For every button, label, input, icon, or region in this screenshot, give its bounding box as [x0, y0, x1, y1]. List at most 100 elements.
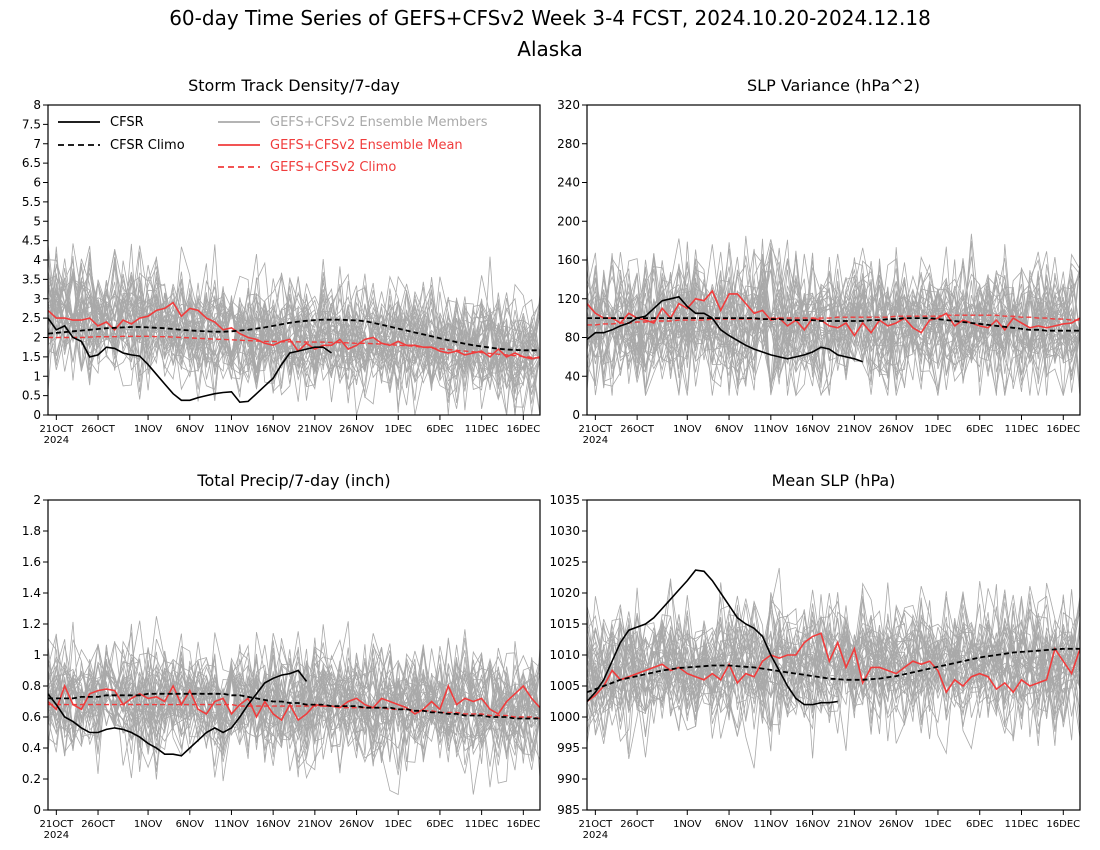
y-tick-label: 0 — [572, 408, 580, 422]
x-tick-label: 21OCT — [579, 424, 614, 435]
y-tick-label: 3.5 — [22, 272, 41, 286]
ensemble-member-line — [587, 244, 1080, 396]
x-tick-label: 1DEC — [385, 819, 412, 830]
y-tick-label: 0.6 — [22, 710, 41, 724]
x-tick-label: 1DEC — [924, 424, 951, 435]
y-tick-label: 40 — [565, 369, 580, 383]
y-tick-label: 1015 — [549, 617, 580, 631]
ensemble-member-line — [587, 611, 1080, 755]
y-tick-label: 1 — [33, 369, 41, 383]
ensemble-member-line — [48, 646, 540, 788]
cfsr-climo-line — [48, 318, 540, 352]
x-tick-label: 21OCT — [39, 424, 74, 435]
ensemble-member-line — [587, 589, 1080, 746]
x-tick-label: 16DEC — [1046, 424, 1080, 435]
plot-area — [587, 567, 1080, 769]
ensemble-members — [587, 567, 1080, 769]
x-tick-label: 11DEC — [465, 424, 499, 435]
ensemble-members — [48, 616, 540, 796]
legend-gefs-climo-label: GEFS+CFSv2 Climo — [270, 160, 396, 175]
x-tick-label: 6DEC — [426, 424, 453, 435]
x-year-label: 2024 — [44, 435, 69, 446]
y-tick-label: 1.8 — [22, 524, 41, 538]
x-tick-label: 21NOV — [837, 424, 872, 435]
gefs-climo-line — [587, 314, 1080, 326]
panel-title: Total Precip/7-day (inch) — [196, 471, 390, 490]
panel-meanslp: Mean SLP (hPa) 985 990 995 1000 1005 1010 1015 1… — [549, 471, 1081, 841]
ensemble-member-line — [587, 618, 1080, 730]
x-tick-label: 6NOV — [176, 424, 205, 435]
panel-title: Storm Track Density/7-day — [188, 76, 400, 95]
y-tick-label: 8 — [33, 98, 41, 112]
x-tick-label: 16DEC — [506, 819, 540, 830]
y-tick-label: 1030 — [549, 524, 580, 538]
y-tick-label: 0.2 — [22, 772, 41, 786]
y-tick-label: 0.4 — [22, 741, 41, 755]
cfsr-line — [48, 317, 332, 404]
y-tick-label: 1.6 — [22, 555, 41, 569]
plot-area — [48, 616, 540, 796]
ensemble-member-line — [48, 276, 540, 388]
panel-precip: Total Precip/7-day (inch)00.20.40.60.811… — [22, 471, 541, 841]
x-tick-label: 11DEC — [1005, 819, 1039, 830]
x-tick-label: 16NOV — [256, 819, 291, 830]
y-tick-label: 3 — [33, 292, 41, 306]
x-tick-label: 11NOV — [753, 819, 788, 830]
y-tick-label: 7 — [33, 137, 41, 151]
x-tick-label: 21NOV — [837, 819, 872, 830]
x-tick-label: 21OCT — [39, 819, 74, 830]
y-tick-label: 240 — [557, 176, 580, 190]
y-tick-label: 0.5 — [22, 389, 41, 403]
ensemble-member-line — [48, 652, 540, 756]
y-tick-label: 990 — [557, 772, 580, 786]
panels-group: Storm Track Density/7-day 0 0.5 1 1.5 2 2.5 3 3.… — [22, 76, 1081, 841]
x-tick-label: 6DEC — [966, 424, 993, 435]
legend-ens-mean-label: GEFS+CFSv2 Ensemble Mean — [270, 138, 463, 153]
y-tick-label: 4.5 — [22, 234, 41, 248]
y-tick-label: 0.8 — [22, 679, 41, 693]
ensemble-member-line — [587, 251, 1080, 386]
x-year-label: 2024 — [583, 435, 608, 446]
ensemble-members — [587, 233, 1080, 397]
cfsr-line — [48, 669, 308, 757]
x-tick-label: 26NOV — [879, 424, 914, 435]
y-tick-label: 4 — [33, 253, 41, 267]
gefs-climo-line — [48, 335, 540, 359]
y-tick-label: 1035 — [549, 493, 580, 507]
x-tick-label: 16DEC — [1046, 819, 1080, 830]
plot-area — [48, 243, 540, 415]
ensemble-member-line — [587, 589, 1080, 769]
legend-cfsr-label: CFSR — [110, 115, 144, 130]
x-tick-label: 6NOV — [176, 819, 205, 830]
ensemble-member-line — [48, 644, 540, 778]
ensemble-member-line — [587, 605, 1080, 759]
ensemble-member-line — [48, 263, 540, 388]
y-tick-label: 1010 — [549, 648, 580, 662]
panel-slpvar: SLP Variance (hPa^2) 0 40 80 120 160 200 240 280… — [557, 76, 1081, 446]
y-tick-label: 1.5 — [22, 350, 41, 364]
y-tick-label: 200 — [557, 214, 580, 228]
ensemble-mean-line — [587, 632, 1080, 703]
ensemble-member-line — [48, 616, 540, 772]
x-tick-label: 16DEC — [506, 424, 540, 435]
ensemble-member-line — [48, 629, 540, 796]
y-tick-label: 5 — [33, 214, 41, 228]
ensemble-member-line — [48, 272, 540, 408]
panel-title: SLP Variance (hPa^2) — [747, 76, 920, 95]
y-tick-label: 120 — [557, 292, 580, 306]
cfsr-line — [587, 569, 838, 706]
ensemble-member-line — [48, 246, 540, 405]
ensemble-member-line — [48, 651, 540, 754]
y-tick-label: 985 — [557, 803, 580, 817]
ensemble-member-line — [48, 272, 540, 391]
cfsr-climo-line — [587, 647, 1080, 694]
x-year-label: 2024 — [583, 830, 608, 841]
ensemble-member-line — [587, 588, 1080, 739]
ensemble-member-line — [48, 257, 540, 401]
ensemble-mean-line — [48, 301, 540, 360]
x-tick-label: 26OCT — [81, 819, 116, 830]
x-tick-label: 6NOV — [715, 424, 744, 435]
ensemble-member-line — [587, 256, 1080, 390]
y-tick-label: 5.5 — [22, 195, 41, 209]
ensemble-member-line — [587, 238, 1080, 396]
